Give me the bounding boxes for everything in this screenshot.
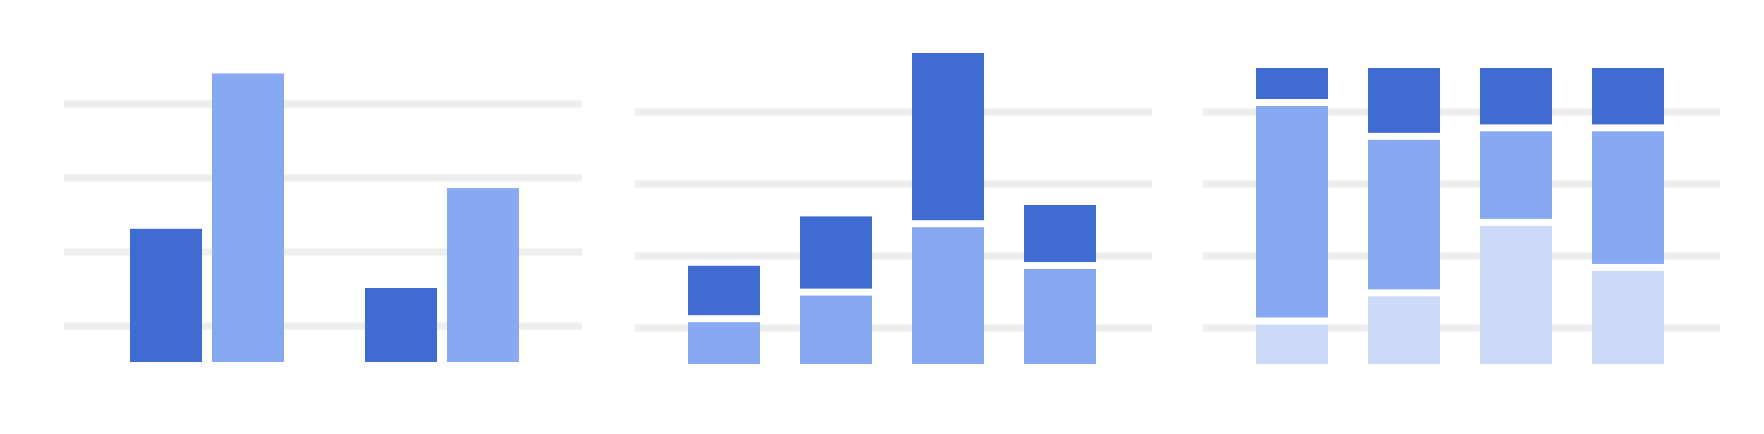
stacked-bar-chart <box>635 53 1152 364</box>
gridline <box>64 322 582 330</box>
bar-segment <box>1256 106 1328 318</box>
bar-segment <box>1368 139 1440 290</box>
bar-segment <box>1256 68 1328 100</box>
bar-segment <box>912 227 984 364</box>
gridline <box>1203 108 1720 116</box>
bar-segment <box>688 322 760 364</box>
gridline <box>64 100 582 108</box>
bar-segment <box>912 53 984 221</box>
gridline <box>1203 180 1720 188</box>
grouped-bar-chart <box>64 73 582 363</box>
bar-segment <box>1480 68 1552 125</box>
bar-segment <box>800 216 872 289</box>
bar-segment <box>1024 269 1096 364</box>
gridlines <box>1203 108 1720 332</box>
bar-segment <box>1368 68 1440 133</box>
bar <box>365 288 437 362</box>
gridline <box>1203 252 1720 260</box>
gridline <box>635 252 1152 260</box>
bar-segment <box>800 295 872 364</box>
gridlines <box>64 100 582 330</box>
gridline <box>64 248 582 256</box>
gridline <box>635 108 1152 116</box>
gridline <box>635 324 1152 332</box>
bars <box>130 73 519 363</box>
bar-segment <box>1480 131 1552 219</box>
bar-segment <box>1024 205 1096 262</box>
bar-segment <box>1592 131 1664 264</box>
bars <box>688 53 1096 364</box>
gridline <box>64 174 582 182</box>
bar <box>130 228 202 362</box>
gridline <box>635 180 1152 188</box>
bar <box>212 73 284 363</box>
bar-segment <box>1368 296 1440 364</box>
bar <box>447 188 519 362</box>
percent-stacked-bar-chart <box>1203 68 1720 364</box>
bar-segment <box>1256 324 1328 364</box>
bar-segment <box>688 265 760 316</box>
bars <box>1256 68 1664 364</box>
gridline <box>1203 324 1720 332</box>
bar-segment <box>1592 270 1664 364</box>
bar-segment <box>1480 225 1552 364</box>
gridlines <box>635 108 1152 332</box>
bar-segment <box>1592 68 1664 125</box>
